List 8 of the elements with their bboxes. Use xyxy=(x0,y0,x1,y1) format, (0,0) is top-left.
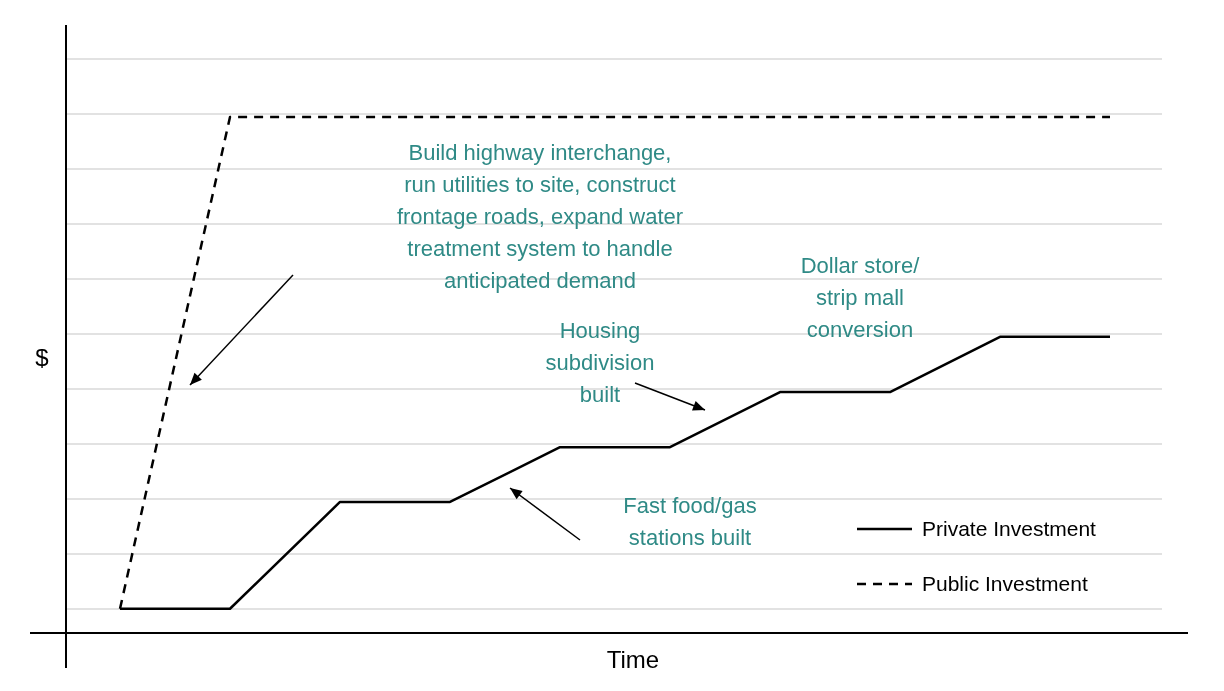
legend-label: Private Investment xyxy=(922,517,1097,540)
annotation: Fast food/gas stations built xyxy=(623,493,757,550)
annotation: Build highway interchange, run utilities to site, construct frontage roads, expand water treatment system to handle anticipated demand xyxy=(396,140,684,293)
legend-label: Public Investment xyxy=(922,572,1088,595)
annotation: Dollar store/ strip mall conversion xyxy=(800,253,921,342)
y-axis-title: $ xyxy=(35,344,49,371)
x-axis-title: Time xyxy=(606,646,660,673)
annotation: Housing subdivision built xyxy=(545,318,655,407)
